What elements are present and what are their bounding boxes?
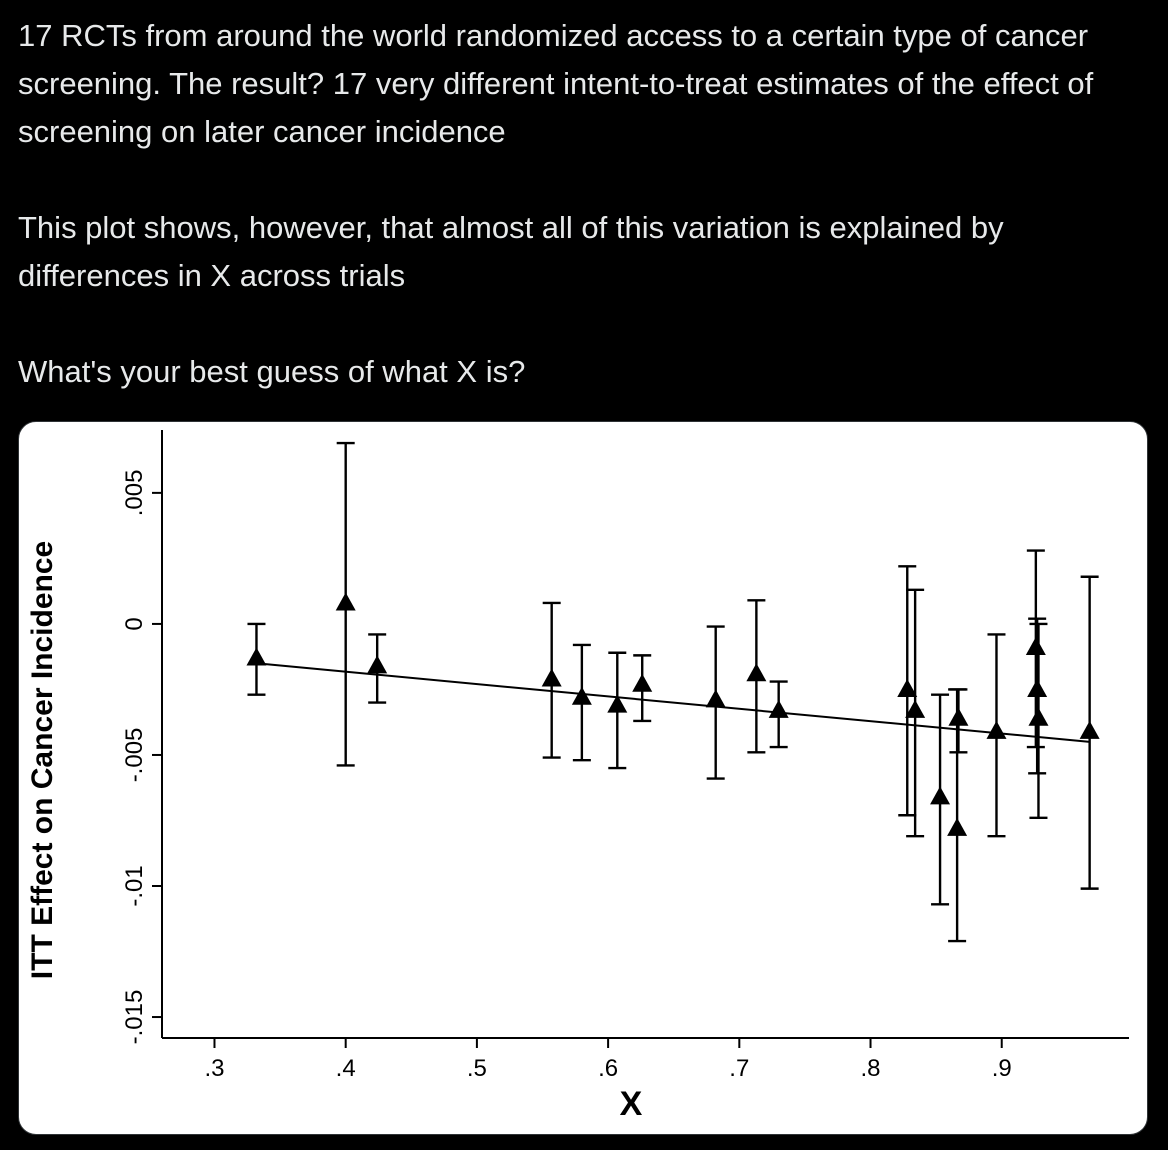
tweet-paragraph-2: This plot shows, however, that almost al…	[18, 210, 1004, 293]
data-point-triangle	[705, 689, 726, 708]
y-tick-label: 0	[121, 617, 148, 630]
data-point-triangle	[948, 707, 969, 726]
chart: ITT Effect on Cancer Incidence X .3 .4 .5.…	[26, 430, 1129, 1123]
fit-line	[256, 662, 1090, 743]
data-point-triangle	[1027, 678, 1048, 697]
x-axis-title: X	[620, 1085, 643, 1123]
data-point-triangle	[746, 663, 767, 682]
data-point-triangle	[1079, 720, 1100, 739]
data-point-triangle	[246, 647, 267, 666]
data-point-triangle	[541, 668, 562, 687]
data-point-triangle	[367, 655, 388, 674]
data-point-triangle	[632, 673, 653, 692]
paragraph-gap	[18, 300, 1153, 348]
data-point-triangle	[986, 720, 1007, 739]
x-tick-label: .6	[598, 1055, 618, 1082]
x-tick-label: .5	[467, 1055, 487, 1082]
data-point-triangle	[768, 699, 789, 718]
x-tick-label: .7	[729, 1055, 749, 1082]
data-point-triangle	[335, 592, 356, 611]
x-tick-label: .3	[204, 1055, 224, 1082]
x-tick-label: .4	[336, 1055, 356, 1082]
y-axis-title: ITT Effect on Cancer Incidence	[26, 541, 59, 979]
data-point-triangle	[897, 678, 918, 697]
tweet-paragraph-3: What's your best guess of what X is?	[18, 354, 526, 389]
paragraph-gap	[18, 156, 1153, 204]
data-point-triangle	[607, 694, 628, 713]
y-tick-label: -.015	[121, 990, 148, 1045]
y-tick-label: .005	[121, 470, 148, 517]
y-axis-title-group: ITT Effect on Cancer Incidence	[26, 541, 59, 979]
data-point-triangle	[1025, 637, 1046, 656]
data-point-triangle	[1028, 707, 1049, 726]
data-point-triangle	[905, 699, 926, 718]
tweet-paragraph-1: 17 RCTs from around the world randomized…	[18, 18, 1094, 149]
tweet-media-card[interactable]: ITT Effect on Cancer Incidence X .3 .4 .5.…	[18, 421, 1148, 1135]
x-tick-label: .9	[992, 1055, 1012, 1082]
y-tick-label: -.005	[121, 728, 148, 783]
tweet-text: 17 RCTs from around the world randomized…	[18, 12, 1153, 396]
x-tick-label: .8	[861, 1055, 881, 1082]
data-point-triangle	[947, 817, 968, 836]
data-point-triangle	[930, 786, 951, 805]
y-tick-label: -.01	[121, 865, 148, 906]
data-point-triangle	[571, 686, 592, 705]
plot-area: .3 .4 .5 .6 .7 .8 .9 -.015 -.01 -.005 0 .005	[121, 430, 1129, 1082]
